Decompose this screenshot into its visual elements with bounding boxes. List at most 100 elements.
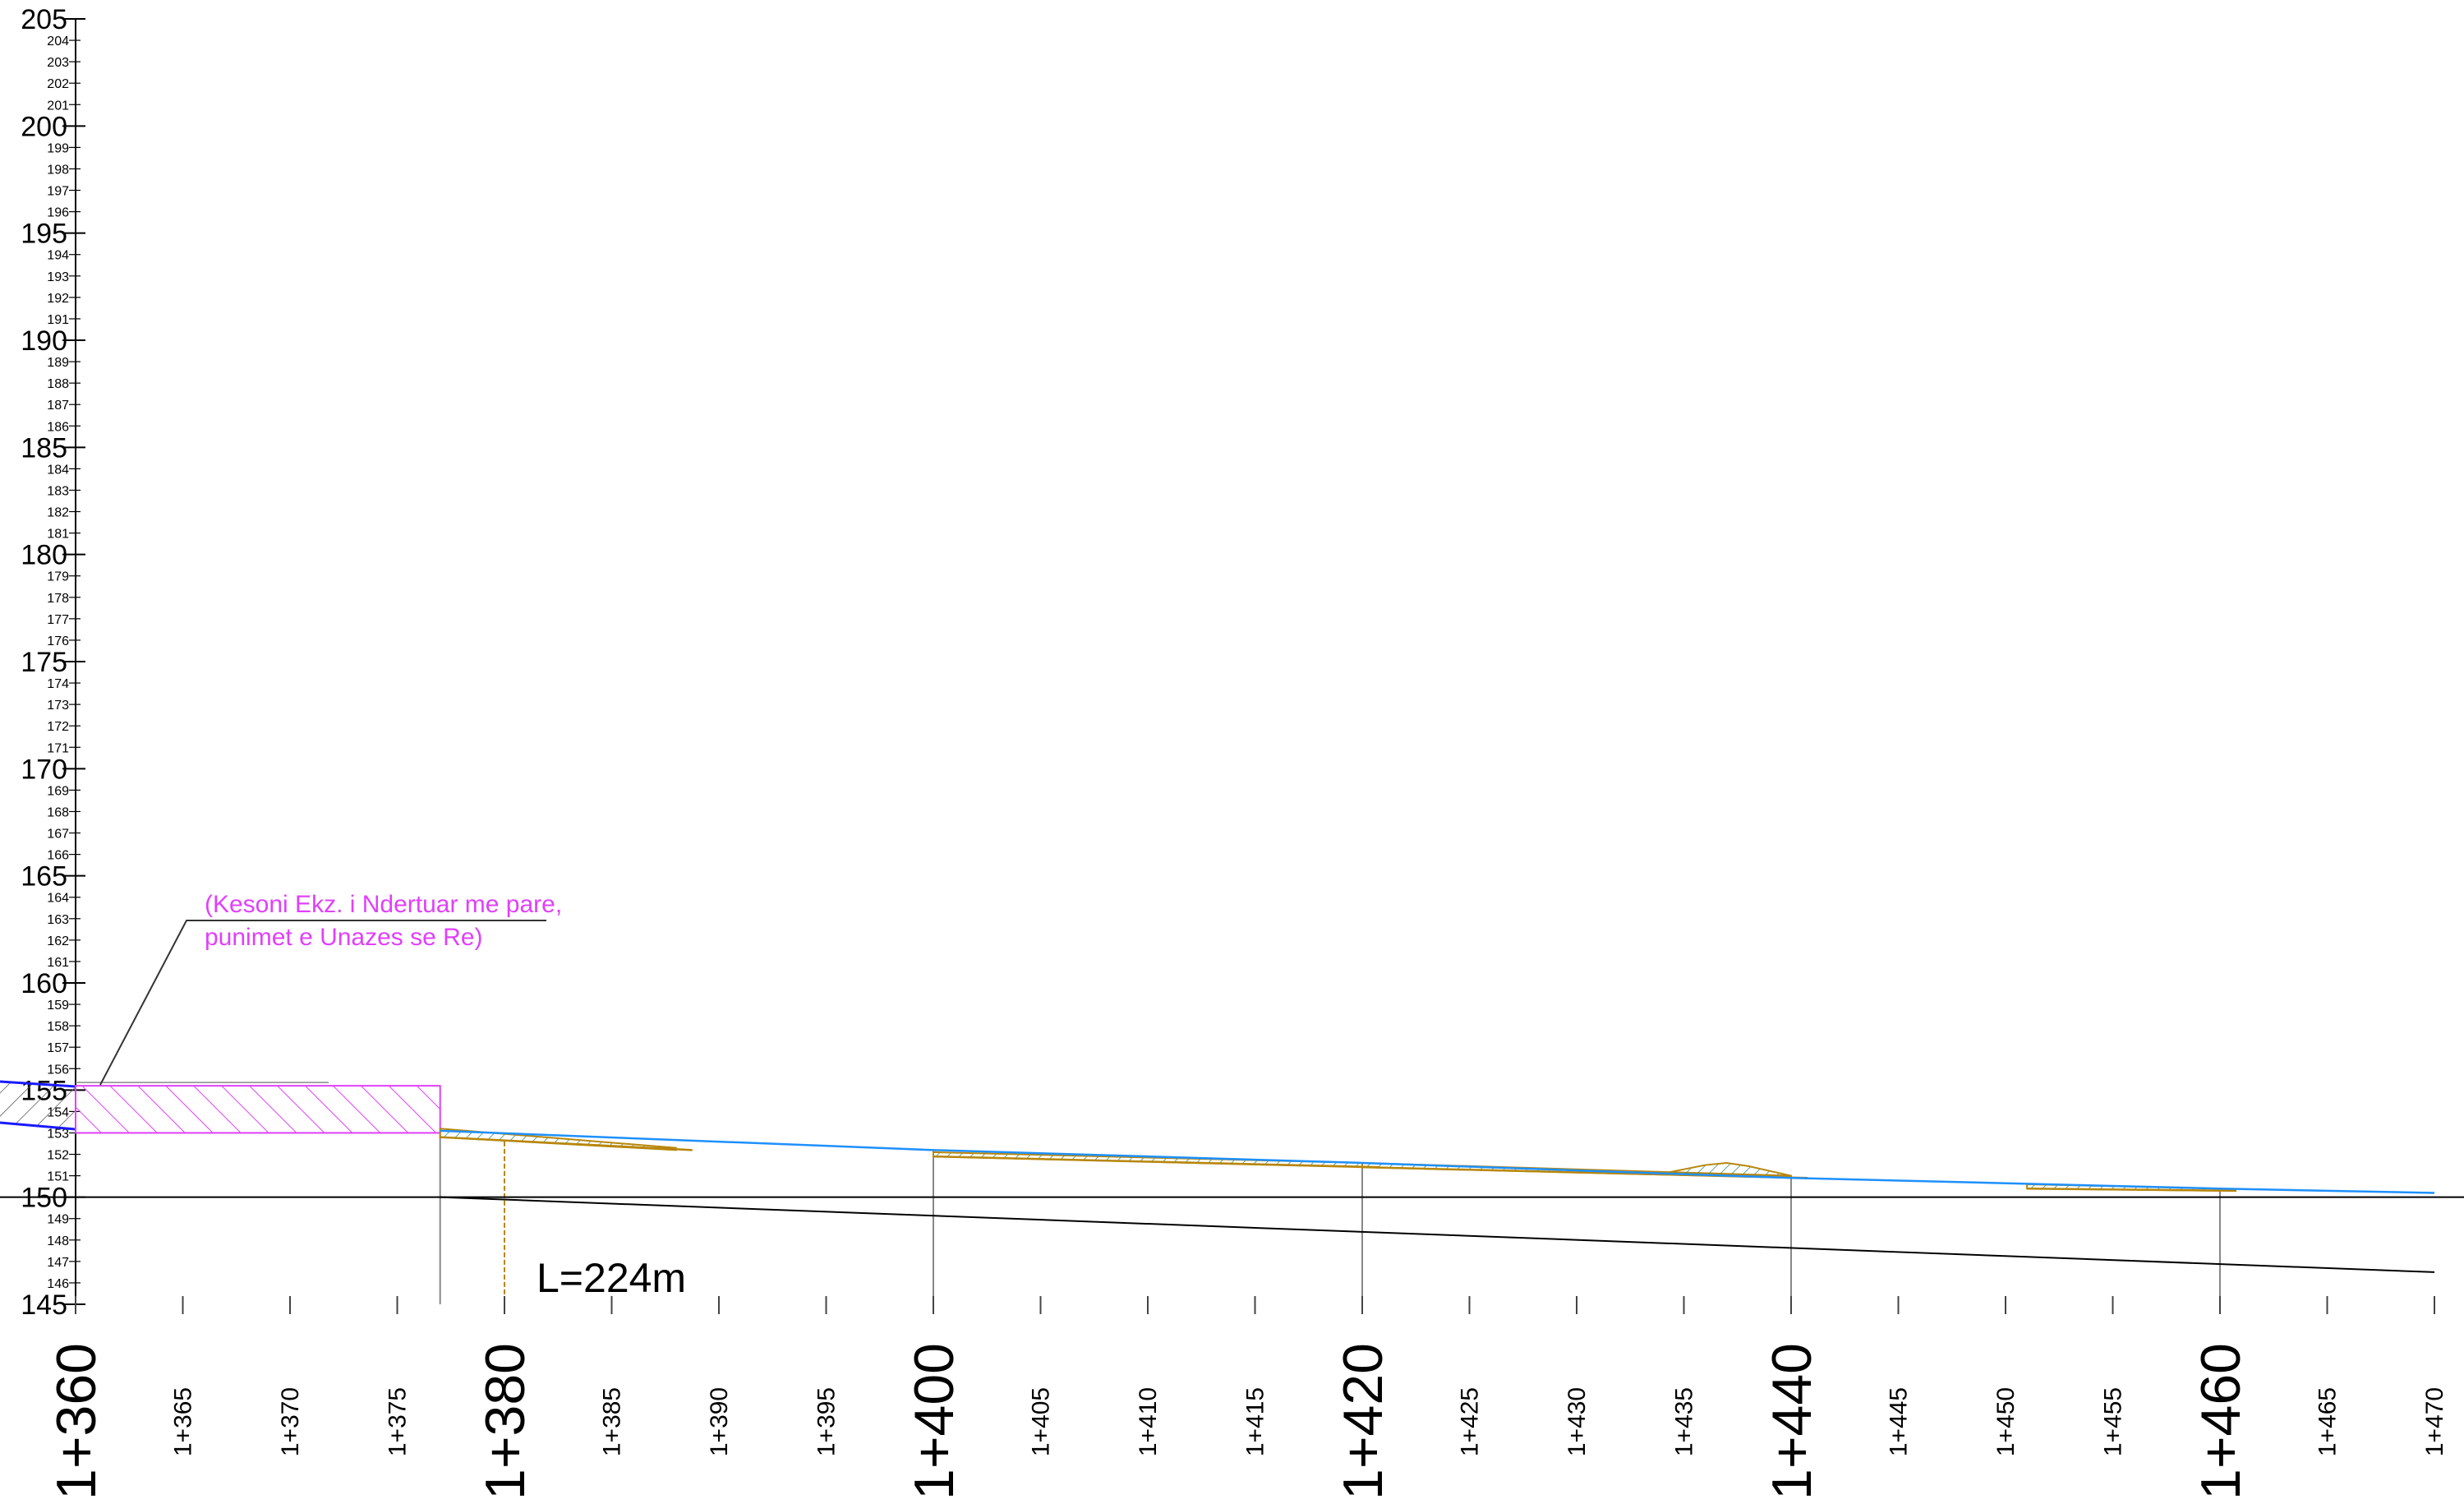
elevation-tick-label: 161 [47, 956, 69, 970]
fill-mound [1662, 1161, 1792, 1177]
elevation-tick-label: 187 [47, 399, 69, 413]
existing-road-top-line [0, 1080, 76, 1088]
station-tick-label: 1+380 [474, 1343, 537, 1500]
elevation-tick-label: 146 [47, 1277, 69, 1291]
station-tick-label: 1+450 [1992, 1387, 2020, 1456]
elevation-tick-label: 151 [47, 1170, 69, 1184]
elevation-tick-label: 188 [47, 377, 69, 391]
elevation-tick-label: 167 [47, 828, 69, 842]
elevation-tick-label: 198 [47, 163, 69, 177]
existing-ground-line [440, 1129, 2435, 1194]
profile-length-label: L=224m [537, 1255, 686, 1301]
elevation-tick-label: 172 [47, 720, 69, 734]
elevation-tick-label: 193 [47, 270, 69, 284]
elevation-tick-label: 201 [47, 99, 69, 113]
fill-bottom-line [2027, 1187, 2237, 1193]
elevation-tick-label: 204 [47, 35, 69, 48]
elevation-tick-label: 147 [47, 1256, 69, 1270]
station-tick-label: 1+415 [1242, 1387, 1269, 1456]
station-tick-label: 1+375 [385, 1387, 412, 1456]
elevation-tick-label: 166 [47, 849, 69, 863]
station-grid [439, 1130, 2221, 1304]
elevation-tick-label: 186 [47, 420, 69, 434]
existing-road-section [0, 1082, 76, 1129]
elevation-tick-label: 162 [47, 934, 69, 948]
elevation-tick-label: 184 [47, 463, 69, 477]
station-tick-label: 1+470 [2421, 1387, 2448, 1456]
station-tick-label: 1+395 [813, 1387, 841, 1456]
annotation-leader-line [99, 920, 546, 1086]
station-tick-label: 1+405 [1028, 1387, 1055, 1456]
elevation-tick-label: 189 [47, 356, 69, 370]
station-tick-label: 1+445 [1886, 1387, 1913, 1456]
station-tick-label: 1+420 [1332, 1343, 1394, 1500]
elevation-tick-label: 203 [47, 56, 69, 70]
annotation-line-2: punimet e Unazes se Re) [205, 924, 483, 951]
station-tick-label: 1+430 [1564, 1387, 1591, 1456]
elevation-tick-label: 174 [47, 677, 69, 691]
station-tick-label: 1+400 [903, 1343, 965, 1500]
elevation-tick-label: 171 [47, 741, 69, 755]
elevation-tick-label: 170 [21, 754, 67, 785]
annotation-line-1: (Kesoni Ekz. i Ndertuar me pare, [205, 891, 562, 918]
annotation-group: (Kesoni Ekz. i Ndertuar me pare, punimet… [99, 891, 562, 1086]
elevation-tick-label: 164 [47, 892, 69, 906]
elevation-tick-label: 153 [47, 1127, 69, 1141]
elevation-tick-label: 158 [47, 1020, 69, 1034]
elevation-tick-label: 199 [47, 141, 69, 155]
station-tick-label: 1+440 [1761, 1343, 1823, 1500]
elevation-tick-label: 145 [21, 1289, 67, 1321]
elevation-tick-label: 196 [47, 206, 69, 220]
elevation-tick-label: 178 [47, 592, 69, 606]
elevation-tick-label: 177 [47, 613, 69, 627]
station-tick-label: 1+370 [277, 1387, 304, 1456]
profile-lines [0, 1080, 2464, 1273]
elevation-tick-label: 194 [47, 249, 69, 263]
elevation-tick-label: 200 [21, 111, 67, 142]
elevation-tick-label: 169 [47, 784, 69, 798]
elevation-tick-label: 191 [47, 313, 69, 327]
elevation-tick-label: 195 [21, 219, 67, 250]
elevation-tick-label: 179 [47, 570, 69, 584]
elevation-tick-label: 181 [47, 528, 69, 542]
elevation-tick-label: 157 [47, 1041, 69, 1055]
elevation-tick-label: 152 [47, 1149, 69, 1163]
station-tick-label: 1+460 [2190, 1343, 2252, 1500]
elevation-tick-label: 160 [21, 968, 67, 999]
elevation-tick-label: 190 [21, 325, 67, 357]
station-tick-label: 1+365 [170, 1387, 197, 1456]
station-tick-label: 1+390 [706, 1387, 733, 1456]
station-tick-label: 1+465 [2314, 1387, 2342, 1456]
elevation-tick-label: 159 [47, 999, 69, 1013]
fill-bottom-line [440, 1136, 693, 1151]
elevation-tick-label: 156 [47, 1063, 69, 1077]
station-tick-label: 1+410 [1135, 1387, 1162, 1456]
elevation-tick-label: 168 [47, 805, 69, 819]
elevation-tick-label: 149 [47, 1213, 69, 1227]
existing-caisson [75, 1085, 441, 1134]
elevation-tick-label: 202 [47, 77, 69, 91]
elevation-tick-label: 173 [47, 699, 69, 713]
design-grade-line [440, 1196, 2435, 1273]
elevation-tick-label: 175 [21, 647, 67, 678]
elevation-tick-label: 197 [47, 185, 69, 199]
elevation-tick-label: 183 [47, 484, 69, 498]
station-tick-label: 1+455 [2100, 1387, 2127, 1456]
station-tick-label: 1+425 [1457, 1387, 1484, 1456]
elevation-tick-label: 165 [21, 861, 67, 893]
station-tick-label: 1+360 [45, 1343, 108, 1500]
station-tick-label: 1+385 [599, 1387, 626, 1456]
elevation-tick-label: 185 [21, 432, 67, 464]
elevation-tick-label: 180 [21, 540, 67, 571]
elevation-tick-label: 192 [47, 292, 69, 306]
elevation-tick-label: 182 [47, 506, 69, 520]
existing-road-bottom-line [0, 1121, 76, 1131]
elevation-tick-label: 176 [47, 634, 69, 648]
fill-bottom-line [933, 1155, 1379, 1169]
elevation-tick-label: 163 [47, 913, 69, 927]
station-axis: 1+360 1+365 1+370 1+375 1+380 1+385 1+390 1+395… [45, 1296, 2448, 1500]
elevation-tick-label: 148 [47, 1234, 69, 1248]
station-tick-label: 1+435 [1671, 1387, 1698, 1456]
